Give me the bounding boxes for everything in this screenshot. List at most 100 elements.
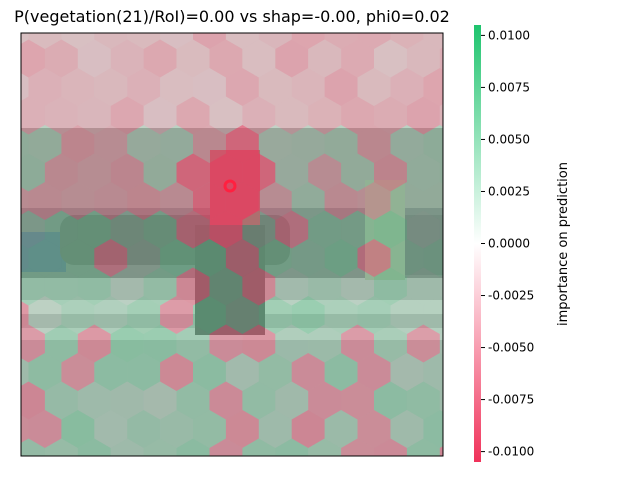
importance-hexagon [324,68,358,106]
importance-hexagon [193,68,226,106]
importance-hexagon [28,33,62,49]
importance-hexagon [21,187,29,215]
importance-hexagon [21,130,29,158]
importance-hexagon [94,296,128,334]
importance-hexagon [308,438,342,456]
importance-hexagon [258,410,292,448]
importance-hexagon [341,381,374,420]
importance-hexagon [209,381,243,420]
importance-hexagon [423,410,443,448]
importance-hexagon [225,125,259,163]
importance-hexagon [324,182,358,220]
importance-hexagon [21,301,29,329]
importance-hexagon [110,267,144,306]
importance-hexagon [324,125,358,163]
importance-hexagon [77,210,111,249]
importance-hexagon [439,389,443,412]
importance-hexagon [439,104,443,127]
importance-hexagon [374,438,407,456]
importance-hexagon [44,210,78,249]
importance-hexagon [275,381,309,420]
importance-hexagon [160,182,193,220]
importance-hexagon [242,324,276,363]
importance-hexagon [44,153,78,192]
importance-hexagon [21,96,45,135]
chart-title: P(vegetation(21)/RoI)=0.00 vs shap=-0.00… [14,7,450,26]
importance-hexagon [160,239,193,277]
importance-hexagon [110,153,144,192]
importance-hexagon [291,33,325,49]
importance-hexagon [341,438,374,456]
importance-hexagon [94,182,128,220]
importance-hexagon [275,96,309,135]
importance-hexagon [242,96,276,135]
importance-hexagon [143,153,177,192]
importance-hexagon [160,33,193,49]
axes-frame [20,32,444,457]
importance-hexagon [110,210,144,249]
colorbar-tick-label: 0.0025 [488,184,530,198]
colorbar-tick-label: 0.0100 [488,28,530,42]
importance-hexagon [423,33,443,49]
importance-hexagon [308,153,342,192]
importance-hexagon [94,353,128,391]
importance-hexagon [390,125,424,163]
importance-hexagon [291,410,325,448]
importance-hexagon [242,267,276,306]
importance-hexagon [390,296,424,334]
importance-hexagon [291,125,325,163]
importance-hexagon [308,381,342,420]
importance-hexagon [176,153,210,192]
importance-hexagon [390,239,424,277]
importance-hexagon [94,68,128,106]
importance-hexagon [291,239,325,277]
background-photo [21,33,443,456]
importance-hexagon [176,39,210,78]
importance-hexagon [61,68,95,106]
importance-hexagon [242,381,276,420]
importance-hexagon [258,296,292,334]
importance-hexagon [28,125,62,163]
importance-hexagon [357,239,391,277]
importance-hexagon [160,410,193,448]
importance-hexagon [110,96,144,135]
importance-hexagon [21,381,45,420]
importance-hexagon [258,68,292,106]
importance-hexagon [439,446,443,456]
importance-hexagon [225,68,259,106]
importance-hexagon [28,68,62,106]
importance-hexagon [143,39,177,78]
importance-hexagon [28,239,62,277]
importance-hexagon [242,153,276,192]
importance-hexagon [127,125,161,163]
importance-hexagon [61,296,95,334]
importance-hexagon [423,68,443,106]
importance-hexagon [423,182,443,220]
importance-hexagon [357,125,391,163]
importance-hexagon [160,296,193,334]
importance-hexagon [21,438,45,456]
importance-hexagon [61,239,95,277]
importance-hexagon [193,296,226,334]
importance-hexagon [439,161,443,184]
importance-hexagon [406,381,440,420]
importance-hexagon [21,267,45,306]
importance-hexagon [193,125,226,163]
importance-hexagon [21,415,29,443]
importance-hexagon [21,33,29,44]
importance-hexagon [324,296,358,334]
importance-hexagon [275,153,309,192]
importance-hexagon [127,68,161,106]
importance-hexagon [176,324,210,363]
importance-hexagon [44,96,78,135]
importance-hexagon [225,296,259,334]
importance-hexagon [61,33,95,49]
importance-hexagon [406,438,440,456]
importance-hexagon [242,39,276,78]
importance-hexagon [94,239,128,277]
importance-hexagon [176,438,210,456]
importance-hexagon [423,239,443,277]
importance-hexagon [390,410,424,448]
